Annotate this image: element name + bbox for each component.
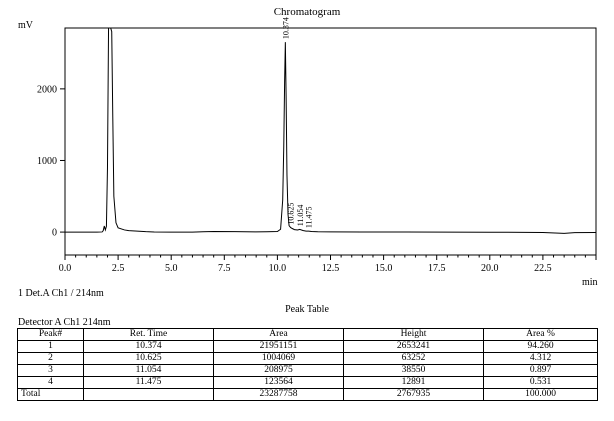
peak-table: Peak# Ret. Time Area Height Area % 1 10.… (17, 328, 598, 401)
peak-label: 10.625 (287, 203, 296, 225)
cell-peak: 4 (17, 376, 84, 389)
cell-area-pct: 0.897 (483, 364, 598, 377)
cell-ret-time: 10.374 (83, 340, 214, 353)
table-row: 1 10.374 21951151 2653241 94.260 (17, 340, 598, 353)
x-tick-label: 2.5 (112, 263, 125, 274)
cell-total-label: Total (17, 388, 84, 401)
peak-label: 11.475 (305, 206, 314, 228)
cell-height: 2653241 (343, 340, 484, 353)
y-tick-label: 2000 (37, 84, 57, 95)
cell-area-pct: 0.531 (483, 376, 598, 389)
x-tick-label: 17.5 (428, 263, 446, 274)
cell-ret-time: 11.054 (83, 364, 214, 377)
cell-height: 38550 (343, 364, 484, 377)
x-tick-label: 5.0 (165, 263, 178, 274)
y-tick-label: 0 (52, 228, 57, 239)
cell-height: 12891 (343, 376, 484, 389)
cell-ret-time: 11.475 (83, 376, 214, 389)
col-header-area-pct: Area % (483, 328, 598, 341)
x-axis-unit: min (582, 277, 598, 288)
table-row: 2 10.625 1004069 63252 4.312 (17, 352, 598, 365)
x-tick-label: 0.0 (59, 263, 72, 274)
y-axis-unit: mV (18, 20, 33, 31)
cell-area-pct: 4.312 (483, 352, 598, 365)
chromatogram-chart: 0 1000 2000 0.0 2.5 5.0 7.5 10.0 12.5 15.0 17.5 20… (37, 17, 597, 274)
x-tick-label: 12.5 (322, 263, 340, 274)
cell-ret-time: 10.625 (83, 352, 214, 365)
peak-label: 10.374 (281, 17, 290, 39)
cell-peak: 1 (17, 340, 84, 353)
cell-area: 208975 (213, 364, 344, 377)
cell-total-height: 2767935 (343, 388, 484, 401)
cell-peak: 2 (17, 352, 84, 365)
col-header-ret-time: Ret. Time (83, 328, 214, 341)
y-tick-label: 1000 (37, 156, 57, 167)
x-tick-label: 22.5 (534, 263, 552, 274)
cell-area-pct: 94.260 (483, 340, 598, 353)
cell-total-ret-time (83, 388, 214, 401)
col-header-area: Area (213, 328, 344, 341)
x-tick-label: 10.0 (269, 263, 287, 274)
table-row: 3 11.054 208975 38550 0.897 (17, 364, 598, 377)
chromatogram-trace (65, 27, 597, 234)
peak-labels: 10.374 10.625 11.054 11.475 (281, 17, 313, 228)
col-header-peak: Peak# (17, 328, 84, 341)
x-axis-ticks: 0.0 2.5 5.0 7.5 10.0 12.5 15.0 17.5 20.0 22.5 (59, 255, 597, 274)
x-tick-label: 20.0 (481, 263, 499, 274)
col-header-height: Height (343, 328, 484, 341)
detector-label: 1 Det.A Ch1 / 214nm (18, 288, 104, 299)
cell-area: 1004069 (213, 352, 344, 365)
cell-total-area: 23287758 (213, 388, 344, 401)
x-tick-label: 7.5 (218, 263, 231, 274)
cell-area: 123564 (213, 376, 344, 389)
table-row: 4 11.475 123564 12891 0.531 (17, 376, 598, 389)
detector-channel-label: Detector A Ch1 214nm (18, 317, 111, 328)
peak-table-header-row: Peak# Ret. Time Area Height Area % (17, 328, 598, 341)
table-total-row: Total 23287758 2767935 100.000 (17, 388, 598, 401)
cell-peak: 3 (17, 364, 84, 377)
peak-label: 11.054 (296, 205, 305, 227)
chart-title: Chromatogram (273, 6, 341, 18)
cell-height: 63252 (343, 352, 484, 365)
cell-area: 21951151 (213, 340, 344, 353)
peak-table-title: Peak Table (285, 304, 329, 315)
y-axis-ticks: 0 1000 2000 (37, 84, 65, 239)
cell-total-area-pct: 100.000 (483, 388, 598, 401)
plot-frame (64, 27, 597, 256)
x-tick-label: 15.0 (375, 263, 393, 274)
